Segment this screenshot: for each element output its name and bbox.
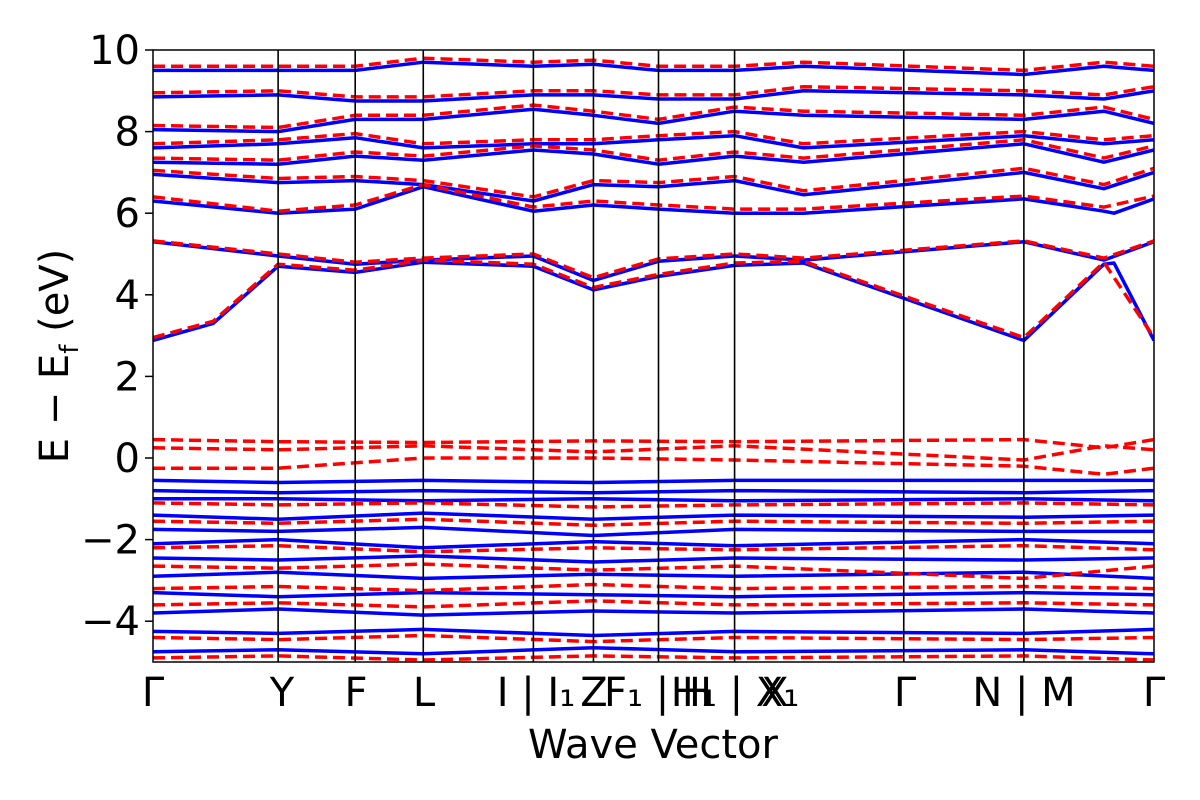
y-tick-label: 8: [115, 110, 140, 156]
solid-band-line-13: [153, 525, 1154, 538]
y-axis-title-unit: (eV): [32, 249, 78, 345]
solid-band-line-4: [153, 142, 1154, 166]
high-symmetry-lines: [277, 50, 1025, 662]
band-lines: [153, 56, 1154, 662]
solid-band-line-6: [153, 107, 1154, 134]
dashed-band-line-13: [153, 517, 1154, 528]
dashed-band-line-14: [153, 543, 1154, 554]
dashed-band-line-1: [153, 239, 1154, 280]
x-kpoint-label: F: [344, 670, 367, 716]
solid-band-line-1: [153, 240, 1154, 283]
x-kpoint-label: L: [413, 670, 436, 716]
solid-band-line-3: [153, 170, 1154, 203]
y-axis-title-main: E − E: [32, 354, 78, 464]
y-tick-label: 4: [115, 273, 140, 319]
x-kpoint-label: Γ: [894, 670, 917, 716]
y-axis-title-sub: f: [55, 344, 85, 354]
dashed-band-line-0: [153, 258, 1154, 340]
solid-band-line-0: [153, 260, 1154, 343]
solid-band-line-9: [153, 478, 1154, 485]
x-kpoint-label: N | M: [972, 670, 1075, 716]
x-kpoint-label: Z: [580, 670, 607, 716]
x-kpoint-label: H₁ | X₁: [671, 670, 799, 716]
solid-band-line-10: [153, 488, 1154, 495]
x-kpoint-label: F₁ | H: [604, 670, 712, 716]
plot-frame: [152, 49, 1155, 663]
dashed-band-line-4: [153, 138, 1154, 162]
y-tick-label: 0: [115, 436, 140, 482]
solid-band-line-7: [153, 89, 1154, 103]
dashed-band-line-17: [153, 599, 1154, 609]
dashed-band-line-11: [153, 456, 1154, 477]
y-tick-label: 6: [115, 191, 140, 237]
solid-band-line-17: [153, 590, 1154, 599]
dashed-band-line-3: [153, 166, 1154, 199]
solid-band-line-15: [153, 554, 1154, 564]
dashed-band-line-16: [153, 582, 1154, 593]
y-tick-label: −4: [81, 599, 140, 645]
dashed-band-line-9: [153, 437, 1154, 450]
x-axis-title: Wave Vector: [528, 722, 779, 768]
y-tick-label: 10: [89, 28, 140, 74]
dashed-band-line-8: [153, 56, 1154, 73]
y-axis-ticks: −4 −2 0 2 4 6 8 10: [81, 28, 153, 645]
dashed-band-line-19: [153, 654, 1154, 662]
x-kpoint-label: X: [761, 670, 788, 716]
dashed-band-line-2: [153, 182, 1154, 213]
x-kpoint-label: I | I₁: [497, 670, 576, 716]
solid-band-line-5: [153, 133, 1154, 150]
dashed-band-line-6: [153, 103, 1154, 130]
x-kpoint-label: Γ: [142, 670, 165, 716]
x-kpoint-label: Γ: [1143, 670, 1166, 716]
dashed-band-line-5: [153, 129, 1154, 146]
solid-band-line-8: [153, 60, 1154, 77]
y-axis-title: E − Ef (eV): [32, 249, 85, 464]
solid-band-line-12: [153, 511, 1154, 521]
solid-band-line-19: [153, 627, 1154, 638]
y-tick-label: 2: [115, 354, 140, 400]
y-tick-label: −2: [81, 518, 140, 564]
dashed-band-line-12: [153, 501, 1154, 509]
dashed-band-line-7: [153, 84, 1154, 99]
solid-band-line-11: [153, 497, 1154, 503]
solid-band-line-20: [153, 645, 1154, 656]
dashed-band-line-18: [153, 633, 1154, 644]
x-kpoint-label: Y: [269, 670, 295, 716]
dashed-band-line-10: [153, 444, 1154, 462]
solid-band-line-18: [153, 607, 1154, 617]
